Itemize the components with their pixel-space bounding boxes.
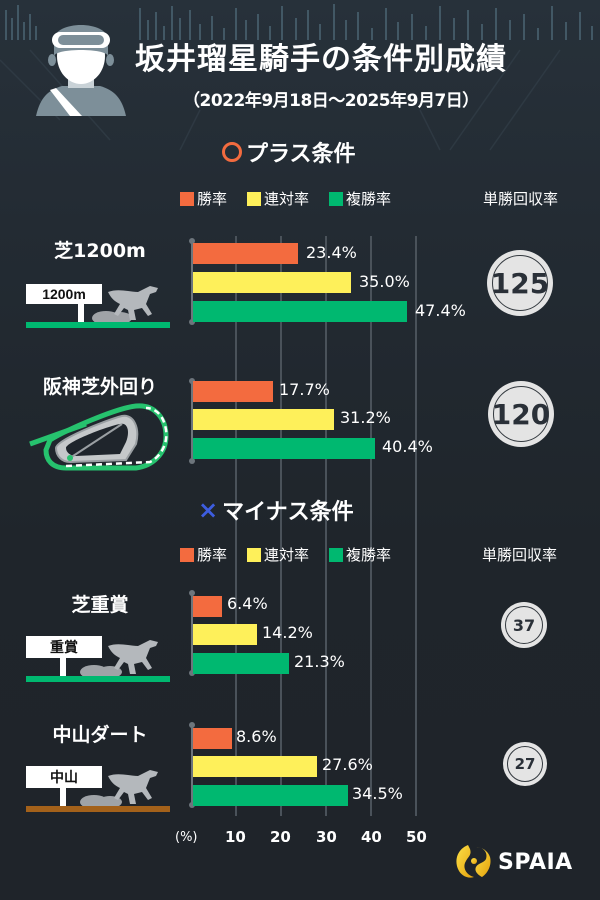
- horse-racing-dirt-icon: 中山: [26, 766, 170, 812]
- value-place-rate: 34.5%: [352, 784, 403, 803]
- gridline-50: [415, 236, 417, 816]
- legend-quinella-rate: 連対率: [247, 188, 309, 209]
- roi-badge: 37: [501, 602, 547, 648]
- value-place-rate: 21.3%: [294, 652, 345, 671]
- gridline-30: [325, 236, 327, 816]
- roi-badge: 27: [503, 742, 547, 786]
- value-quinella-rate: 27.6%: [322, 755, 373, 774]
- spaia-logo: SPAIA: [452, 843, 573, 881]
- roi-header-minus: 単勝回収率: [482, 546, 558, 564]
- legend-swatch-green: [329, 191, 344, 206]
- value-win-rate: 6.4%: [227, 594, 268, 613]
- value-quinella-rate: 35.0%: [359, 272, 410, 291]
- bar-place-rate: [193, 301, 407, 322]
- legend-swatch-green: [329, 547, 344, 562]
- bar-quinella-rate: [193, 624, 257, 645]
- bar-place-rate: [193, 438, 375, 459]
- gridline-40: [370, 236, 372, 816]
- page-title: 坂井瑠星騎手の条件別成績: [135, 42, 507, 77]
- legend-win-rate: 勝率: [180, 544, 227, 565]
- legend-swatch-yellow: [247, 547, 262, 562]
- legend-plus: 勝率 連対率 複勝率: [180, 188, 411, 209]
- legend-place-rate: 複勝率: [329, 188, 391, 209]
- x-tick-10: 10: [225, 828, 246, 846]
- horse-racing-icon: 重賞: [26, 636, 170, 682]
- bar-quinella-rate: [193, 272, 351, 293]
- legend-minus: 勝率 連対率 複勝率: [180, 544, 411, 565]
- bar-win-rate: [193, 381, 273, 402]
- y-axis-line: [189, 722, 195, 808]
- svg-text:中山: 中山: [50, 769, 78, 785]
- y-axis-line: [189, 590, 195, 676]
- svg-text:重賞: 重賞: [50, 639, 78, 655]
- legend-swatch-orange: [180, 547, 194, 562]
- legend-place-rate: 複勝率: [329, 544, 391, 565]
- value-quinella-rate: 14.2%: [262, 623, 313, 642]
- jockey-avatar-icon: [36, 25, 126, 116]
- legend-quinella-rate: 連対率: [247, 544, 309, 565]
- x-axis-unit: (%): [175, 830, 198, 845]
- spaia-logo-icon: [456, 845, 491, 878]
- x-tick-40: 40: [361, 828, 382, 846]
- condition-label-turf-graded: 芝重賞: [71, 594, 129, 616]
- x-tick-20: 20: [270, 828, 291, 846]
- value-win-rate: 17.7%: [279, 380, 330, 399]
- condition-label-hanshin-turf-outer: 阪神芝外回り: [42, 376, 157, 398]
- gridline-20: [280, 236, 282, 816]
- spaia-logo-text: SPAIA: [498, 849, 573, 875]
- x-tick-30: 30: [316, 828, 337, 846]
- legend-swatch-orange: [180, 191, 194, 206]
- roi-badge: 120: [488, 381, 554, 447]
- roi-header-plus: 単勝回収率: [483, 190, 559, 208]
- value-win-rate: 8.6%: [236, 727, 277, 746]
- bar-quinella-rate: [193, 409, 334, 430]
- circle-mark-icon: [222, 142, 242, 162]
- bar-win-rate: [193, 728, 232, 749]
- horse-racing-icon: 1200m: [26, 284, 170, 328]
- legend-win-rate: 勝率: [180, 188, 227, 209]
- condition-label-turf-1200m: 芝1200m: [54, 240, 146, 262]
- condition-label-nakayama-dirt: 中山ダート: [52, 724, 148, 746]
- plus-conditions-title: プラス条件: [222, 136, 356, 168]
- value-quinella-rate: 31.2%: [340, 408, 391, 427]
- roi-badge: 125: [487, 250, 553, 316]
- value-win-rate: 23.4%: [306, 243, 357, 262]
- bar-quinella-rate: [193, 756, 317, 777]
- racecourse-map-icon: [29, 403, 169, 471]
- x-tick-50: 50: [406, 828, 427, 846]
- bar-win-rate: [193, 596, 222, 617]
- date-range-subtitle: （2022年9月18日～2025年9月7日）: [183, 91, 479, 111]
- header-pattern-decoration: [0, 4, 593, 151]
- svg-text:1200m: 1200m: [42, 286, 86, 302]
- bar-place-rate: [193, 785, 348, 806]
- minus-conditions-title: × マイナス条件: [198, 496, 354, 525]
- value-place-rate: 47.4%: [415, 301, 466, 320]
- bar-win-rate: [193, 243, 298, 264]
- bar-place-rate: [193, 653, 289, 674]
- cross-mark-icon: ×: [198, 496, 219, 524]
- legend-swatch-yellow: [247, 191, 262, 206]
- gridline-10: [235, 236, 237, 816]
- y-axis-line: [189, 238, 195, 325]
- value-place-rate: 40.4%: [382, 437, 433, 456]
- y-axis-line: [189, 378, 195, 464]
